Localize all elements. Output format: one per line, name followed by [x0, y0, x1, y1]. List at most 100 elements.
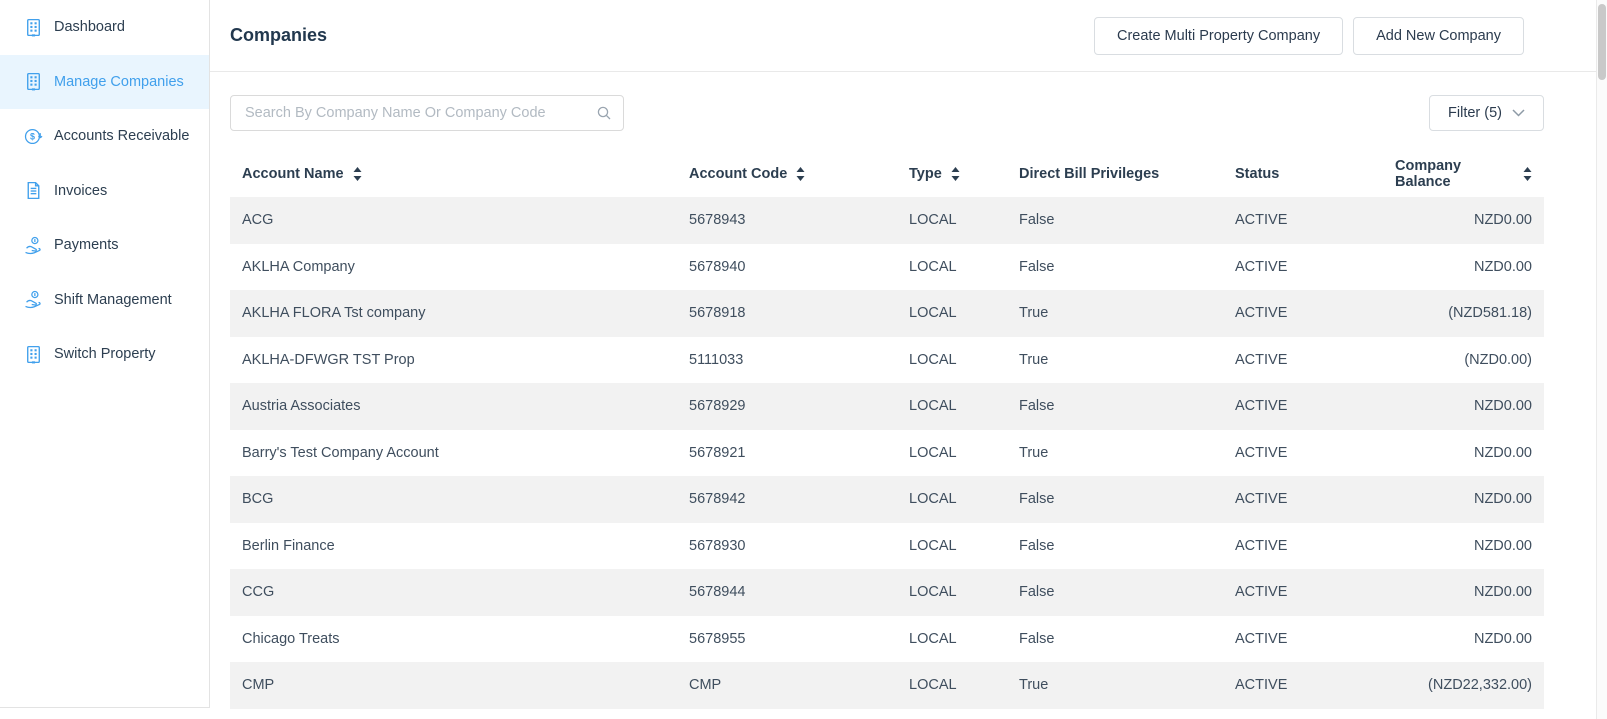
sidebar-item-label: Invoices	[54, 182, 108, 199]
main-panel: Companies Create Multi Property Company …	[210, 0, 1596, 719]
sidebar-item-manage-companies[interactable]: Manage Companies	[0, 54, 209, 109]
table-row[interactable]: AKLHA FLORA Tst company 5678918 LOCAL True A…	[230, 290, 1544, 337]
sort-icon[interactable]	[353, 166, 362, 181]
sidebar-item-shift-management[interactable]: Shift Management	[0, 273, 209, 328]
cell-status: ACTIVE	[1235, 212, 1288, 229]
filter-button[interactable]: Filter (5)	[1429, 95, 1544, 131]
cell-account-name: Berlin Finance	[242, 537, 335, 554]
building-icon	[22, 71, 44, 93]
table-row[interactable]: Austria Associates 5678929 LOCAL False ACTIV…	[230, 383, 1544, 430]
cell-account-code: 5678955	[689, 630, 746, 647]
search-box	[230, 95, 624, 131]
cell-direct-bill-privileges: False	[1019, 491, 1055, 508]
cell-type: LOCAL	[909, 584, 957, 601]
sidebar-item-switch-property[interactable]: Switch Property	[0, 327, 209, 382]
building-icon	[22, 343, 44, 365]
scrollbar-thumb[interactable]	[1598, 4, 1606, 80]
add-new-company-button[interactable]: Add New Company	[1353, 16, 1524, 55]
filter-label: Filter (5)	[1448, 105, 1502, 121]
vertical-scrollbar[interactable]	[1596, 0, 1607, 719]
sidebar-item-label: Shift Management	[54, 291, 172, 308]
column-header-label: Account Name	[242, 165, 344, 182]
table-row[interactable]: Barry's Test Company Account 5678921 LOCAL…	[230, 430, 1544, 477]
sidebar-item-accounts-receivable[interactable]: $ Accounts Receivable	[0, 109, 209, 164]
cell-direct-bill-privileges: True	[1019, 444, 1049, 461]
table-body: ACG 5678943 LOCAL False ACTIVE NZD0.00 AKLHA C…	[230, 197, 1544, 709]
hand-coin-icon	[22, 234, 44, 256]
table-header-row: Account Name Account Code Type Direct Bill …	[230, 150, 1544, 197]
chevron-down-icon	[1512, 109, 1525, 117]
hand-coin-icon	[22, 289, 44, 311]
cell-account-name: ACG	[242, 212, 274, 229]
cell-account-code: 5111033	[689, 351, 744, 368]
table-row[interactable]: BCG 5678942 LOCAL False ACTIVE NZD0.00	[230, 476, 1544, 523]
search-icon	[596, 105, 612, 126]
sort-icon[interactable]	[796, 166, 805, 181]
cell-account-code: 5678921	[689, 444, 746, 461]
cell-type: LOCAL	[909, 677, 957, 694]
page-title: Companies	[230, 25, 328, 45]
cell-company-balance: NZD0.00	[1473, 444, 1532, 461]
cell-status: ACTIVE	[1235, 305, 1288, 322]
table-row[interactable]: Berlin Finance 5678930 LOCAL False ACTIVE NZD…	[230, 523, 1544, 570]
cell-account-code: 5678942	[689, 491, 746, 508]
column-header-account-name: Account Name	[230, 166, 677, 182]
cell-company-balance: NZD0.00	[1473, 212, 1532, 229]
cell-status: ACTIVE	[1235, 677, 1288, 694]
table-row[interactable]: CCG 5678944 LOCAL False ACTIVE NZD0.00	[230, 569, 1544, 616]
toolbar: Filter (5)	[230, 95, 1544, 131]
cell-status: ACTIVE	[1235, 258, 1288, 275]
cell-type: LOCAL	[909, 630, 957, 647]
cell-company-balance: NZD0.00	[1473, 491, 1532, 508]
cell-status: ACTIVE	[1235, 398, 1288, 415]
cell-type: LOCAL	[909, 305, 957, 322]
column-header-account-code: Account Code	[677, 166, 897, 182]
search-input[interactable]	[230, 95, 624, 131]
svg-text:$: $	[29, 131, 34, 141]
table-row[interactable]: AKLHA Company 5678940 LOCAL False ACTIVE NZD0…	[230, 244, 1544, 291]
cell-company-balance: (NZD581.18)	[1448, 305, 1532, 322]
sidebar-item-label: Switch Property	[54, 346, 156, 363]
column-header-status: Status	[1223, 166, 1395, 182]
cell-direct-bill-privileges: False	[1019, 584, 1055, 601]
cell-company-balance: (NZD22,332.00)	[1428, 677, 1532, 694]
column-header-label: Status	[1235, 165, 1280, 182]
cell-company-balance: NZD0.00	[1473, 537, 1532, 554]
cell-type: LOCAL	[909, 491, 957, 508]
cell-direct-bill-privileges: True	[1019, 305, 1049, 322]
cell-status: ACTIVE	[1235, 537, 1288, 554]
cell-direct-bill-privileges: True	[1019, 351, 1049, 368]
table-row[interactable]: CMP CMP LOCAL True ACTIVE (NZD22,332.00)	[230, 662, 1544, 709]
cell-account-code: CMP	[689, 677, 722, 694]
sidebar-item-payments[interactable]: Payments	[0, 218, 209, 273]
sidebar-item-invoices[interactable]: Invoices	[0, 164, 209, 219]
sidebar-item-dashboard[interactable]: Dashboard	[0, 0, 209, 55]
cell-company-balance: NZD0.00	[1473, 630, 1532, 647]
cell-account-code: 5678940	[689, 258, 746, 275]
cell-status: ACTIVE	[1235, 444, 1288, 461]
cell-account-code: 5678944	[689, 584, 746, 601]
column-header-label: Account Code	[689, 165, 788, 182]
cell-direct-bill-privileges: True	[1019, 677, 1049, 694]
column-header-label: Company Balance	[1395, 157, 1462, 190]
table-row[interactable]: AKLHA-DFWGR TST Prop 5111033 LOCAL True ACTI…	[230, 337, 1544, 384]
sort-icon[interactable]	[1523, 166, 1532, 181]
companies-table: Account Name Account Code Type Direct Bill …	[230, 150, 1544, 709]
building-icon	[22, 16, 44, 38]
cell-status: ACTIVE	[1235, 351, 1288, 368]
table-row[interactable]: ACG 5678943 LOCAL False ACTIVE NZD0.00	[230, 197, 1544, 244]
invoice-icon	[22, 180, 44, 202]
cell-account-name: AKLHA-DFWGR TST Prop	[242, 351, 415, 368]
cell-company-balance: NZD0.00	[1473, 258, 1532, 275]
cell-type: LOCAL	[909, 537, 957, 554]
sidebar: Dashboard Manage Companies $ Accounts Recei…	[0, 0, 210, 708]
sort-icon[interactable]	[951, 166, 960, 181]
table-row[interactable]: Chicago Treats 5678955 LOCAL False ACTIVE NZD…	[230, 616, 1544, 663]
cell-direct-bill-privileges: False	[1019, 258, 1055, 275]
cell-direct-bill-privileges: False	[1019, 398, 1055, 415]
cell-status: ACTIVE	[1235, 584, 1288, 601]
cell-account-name: Austria Associates	[242, 398, 361, 415]
create-multi-property-company-button[interactable]: Create Multi Property Company	[1094, 16, 1344, 55]
cell-account-name: Barry's Test Company Account	[242, 444, 439, 461]
